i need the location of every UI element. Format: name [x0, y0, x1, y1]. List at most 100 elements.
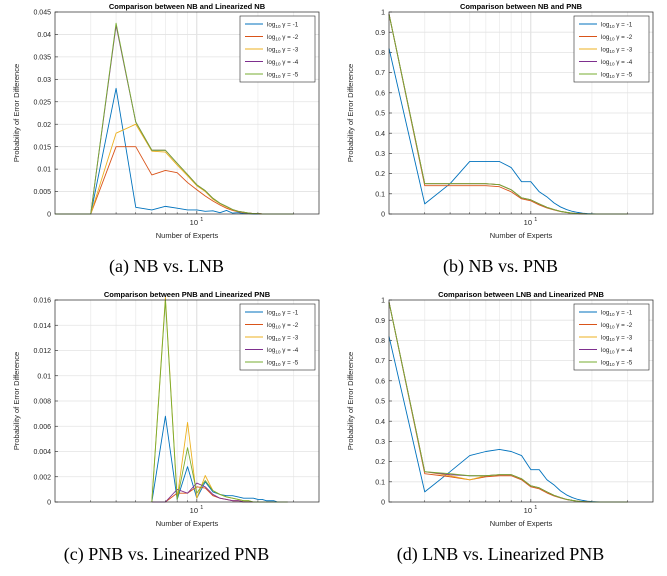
y-tick-label: 0.5 [375, 399, 385, 406]
y-tick-label: 0.8 [375, 50, 385, 57]
x-axis-label: Number of Experts [156, 519, 219, 528]
axes-frame [388, 299, 654, 503]
y-tick-label: 0.014 [33, 323, 51, 330]
y-tick-label: 0.7 [375, 358, 385, 365]
y-tick-label: 1 [381, 10, 385, 17]
y-tick-label: 0.005 [33, 189, 51, 196]
chart-panel-pnb-vs-linearized-pnb: 0 0.002 0.004 0.006 0.008 0.01 0.012 0.014 0.016… [0, 288, 333, 576]
legend-entry: log10 γ = -1 [601, 309, 633, 317]
chart-panel-lnb-vs-linearized-pnb: 0 0.1 0.2 0.3 0.4 0.5 0.6 0.7 0.8 0.9 1 10 1 Comparis… [334, 288, 667, 576]
legend-entry: log10 γ = -5 [267, 71, 299, 79]
y-tick-label: 0.002 [33, 474, 51, 481]
figure-caption: (a) NB vs. LNB [109, 256, 224, 276]
figure-caption: (c) PNB vs. Linearized PNB [63, 544, 270, 564]
y-tick-label: 0.6 [375, 90, 385, 97]
y-axis-label: Probability of Error Difference [346, 64, 355, 162]
legend-entry: log10 γ = -1 [601, 21, 633, 29]
y-tick-label: 0.01 [37, 373, 51, 380]
y-tick-label: 0 [47, 500, 51, 507]
y-tick-label: 0.016 [33, 298, 51, 305]
series-line-1 [151, 415, 288, 503]
axes-frame [388, 11, 654, 215]
figure-caption: (d) LNB vs. Linearized PNB [396, 544, 605, 564]
y-tick-label: 0.006 [33, 424, 51, 431]
legend-entry: log10 γ = -2 [601, 34, 633, 42]
y-tick-label: 0 [381, 500, 385, 507]
y-tick-label: 0 [47, 212, 51, 219]
legend-entry: log10 γ = -2 [267, 34, 299, 42]
x-tick-label: 10 [524, 506, 532, 515]
y-tick-label: 0.8 [375, 338, 385, 345]
y-tick-label: 0.9 [375, 30, 385, 37]
y-tick-label: 0.03 [37, 77, 51, 84]
x-tick-label: 10 [524, 218, 532, 227]
legend-entry: log10 γ = -4 [267, 347, 299, 355]
y-tick-label: 0.01 [37, 167, 51, 174]
x-tick-label: 10 [190, 218, 198, 227]
y-tick-label: 0.012 [33, 348, 51, 355]
legend-entry: log10 γ = -3 [267, 46, 299, 54]
legend-entry: log10 γ = -5 [601, 359, 633, 367]
legend-entry: log10 γ = -3 [601, 46, 633, 54]
axes-frame [54, 299, 320, 503]
x-axis-label: Number of Experts [156, 231, 219, 240]
x-tick-exponent: 1 [200, 217, 203, 223]
x-tick-exponent: 1 [534, 505, 537, 511]
y-axis-label: Probability of Error Difference [12, 64, 21, 162]
x-axis-label: Number of Experts [490, 231, 553, 240]
legend-entry: log10 γ = -4 [601, 59, 633, 67]
y-tick-label: 0.5 [375, 111, 385, 118]
y-tick-label: 0.4 [375, 131, 385, 138]
y-tick-label: 0.6 [375, 378, 385, 385]
legend-entry: log10 γ = -5 [601, 71, 633, 79]
legend-entry: log10 γ = -3 [267, 334, 299, 342]
legend: log10 γ = -1 log10 γ = -2 log10 γ = -3 log1… [239, 303, 316, 371]
figure-caption: (b) NB vs. PNB [442, 256, 558, 276]
legend-entry: log10 γ = -3 [601, 334, 633, 342]
legend-entry: log10 γ = -4 [601, 347, 633, 355]
x-axis-label: Number of Experts [490, 519, 553, 528]
y-tick-label: 0.1 [375, 191, 385, 198]
y-tick-label: 0.7 [375, 70, 385, 77]
x-tick-label: 10 [190, 506, 198, 515]
y-axis-label: Probability of Error Difference [346, 352, 355, 450]
legend: log10 γ = -1 log10 γ = -2 log10 γ = -3 log1… [239, 15, 316, 83]
y-tick-label: 0.3 [375, 151, 385, 158]
y-tick-label: 0.9 [375, 318, 385, 325]
chart-title: Comparison between PNB and Linearized PN… [104, 290, 271, 299]
y-tick-label: 0.045 [33, 10, 51, 17]
legend-entry: log10 γ = -1 [267, 309, 299, 317]
chart-title: Comparison between NB and Linearized NB [109, 2, 266, 11]
chart-panel-nb-vs-lnb: 0 0.005 0.01 0.015 0.02 0.025 0.03 0.035 0.04 0.0… [0, 0, 333, 288]
legend-entry: log10 γ = -4 [267, 59, 299, 67]
legend: log10 γ = -1 log10 γ = -2 log10 γ = -3 log1… [573, 303, 650, 371]
y-tick-label: 0 [381, 212, 385, 219]
y-tick-label: 0.1 [375, 479, 385, 486]
chart-nb-vs-lnb: 0 0.005 0.01 0.015 0.02 0.025 0.03 0.035 0.04 0.0… [12, 2, 320, 240]
x-tick-exponent: 1 [200, 505, 203, 511]
chart-panel-nb-vs-pnb: 0 0.1 0.2 0.3 0.4 0.5 0.6 0.7 0.8 0.9 1 10 1 Comparis… [334, 0, 667, 288]
y-tick-label: 0.2 [375, 459, 385, 466]
y-tick-label: 0.2 [375, 171, 385, 178]
chart-pnb-vs-linearized-pnb: 0 0.002 0.004 0.006 0.008 0.01 0.012 0.014 0.016… [12, 290, 320, 528]
legend-entry: log10 γ = -2 [267, 322, 299, 330]
y-tick-label: 0.04 [37, 32, 51, 39]
legend-entry: log10 γ = -2 [601, 322, 633, 330]
y-tick-label: 0.3 [375, 439, 385, 446]
y-tick-label: 0.02 [37, 122, 51, 129]
chart-title: Comparison between NB and PNB [460, 2, 583, 11]
y-axis-label: Probability of Error Difference [12, 352, 21, 450]
y-tick-label: 0.025 [33, 99, 51, 106]
y-tick-label: 0.004 [33, 449, 51, 456]
y-tick-label: 0.035 [33, 54, 51, 61]
chart-title: Comparison between LNB and Linearized PN… [438, 290, 604, 299]
legend: log10 γ = -1 log10 γ = -2 log10 γ = -3 log1… [573, 15, 650, 83]
y-tick-label: 0.4 [375, 419, 385, 426]
x-tick-exponent: 1 [534, 217, 537, 223]
y-tick-label: 0.015 [33, 144, 51, 151]
axes-frame [54, 11, 320, 215]
legend-entry: log10 γ = -5 [267, 359, 299, 367]
y-tick-label: 1 [381, 298, 385, 305]
